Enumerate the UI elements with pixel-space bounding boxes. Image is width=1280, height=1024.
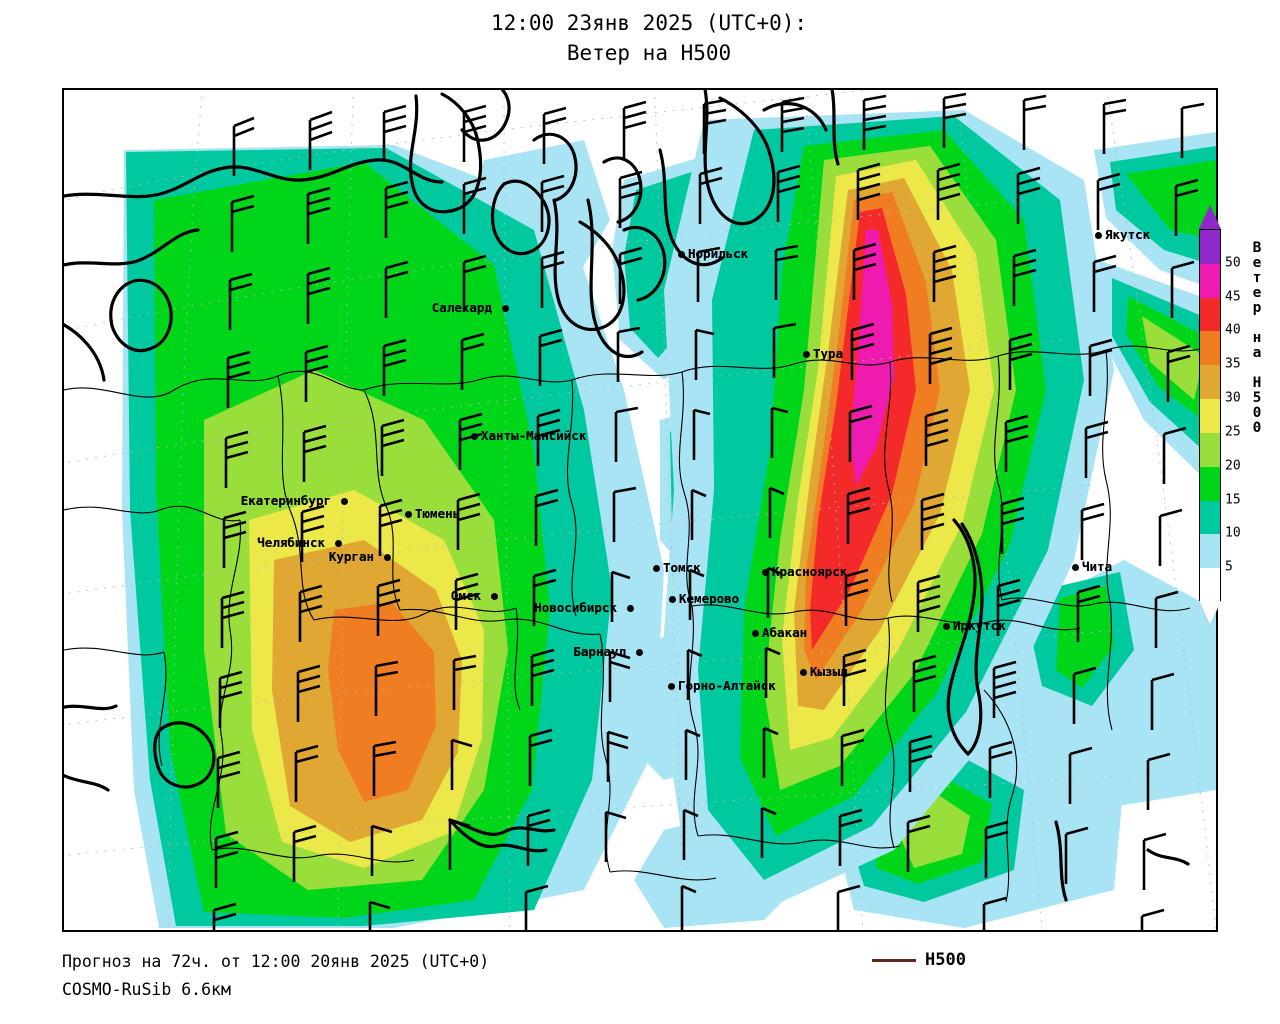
city-label: Чита	[1082, 559, 1113, 574]
map-frame[interactable]: Норильск Салехард Тура Якутск Ханты-Мансийск…	[62, 88, 1218, 932]
city-label: Абакан	[762, 625, 808, 640]
city-label: Горно-Алтайск	[678, 678, 776, 693]
colorbar-over-arrow	[1199, 205, 1221, 229]
city-dot-icon	[752, 630, 759, 637]
city-label: Челябинск	[257, 535, 325, 550]
city-label: Екатеринбург	[240, 493, 331, 508]
city-label: Омск	[450, 588, 481, 603]
city-dot-icon	[1072, 564, 1079, 571]
colorbar-tick-label: 15	[1225, 492, 1241, 508]
colorbar-band	[1200, 263, 1220, 298]
title-line-valid-time: 12:00 23янв 2025 (UTC+0):	[490, 11, 808, 35]
colorbar-tick-label: 40	[1225, 322, 1241, 338]
city-label: Ханты-Мансийск	[481, 428, 587, 443]
colorbar-band	[1200, 500, 1220, 535]
colorbar-band	[1200, 230, 1220, 264]
city-dot-icon	[627, 605, 634, 612]
city-dot-icon	[762, 569, 769, 576]
city-label: Тюмень	[415, 506, 461, 521]
title-line-variable: Ветер на H500	[566, 41, 732, 65]
colorbar-band	[1200, 466, 1220, 501]
colorbar-band	[1200, 568, 1220, 602]
city-label: Красноярск	[772, 564, 848, 579]
colorbar: 50 45 40 35 30 25 20 15 10 5	[1199, 205, 1241, 625]
city-dot-icon	[491, 593, 498, 600]
city-dot-icon	[471, 433, 478, 440]
colorbar-band	[1200, 432, 1220, 467]
city-label: Тура	[813, 346, 844, 361]
city-label: Курган	[328, 549, 374, 564]
city-dot-icon	[668, 683, 675, 690]
city-dot-icon	[1095, 232, 1102, 239]
city-dot-icon	[800, 669, 807, 676]
colorbar-band	[1200, 534, 1220, 569]
colorbar-band	[1200, 365, 1220, 400]
city-label: Кемерово	[679, 591, 740, 606]
city-label: Кызыл	[810, 664, 848, 679]
city-dot-icon	[384, 554, 391, 561]
admin-boundaries	[64, 345, 1205, 903]
colorbar-scale	[1199, 229, 1221, 602]
colorbar-axis-title: Ветер на H500	[1249, 240, 1265, 435]
city-label: Якутск	[1105, 227, 1151, 242]
colorbar-under-arrow	[1199, 601, 1221, 625]
colorbar-band	[1200, 331, 1220, 366]
h500-legend-label: H500	[925, 950, 966, 970]
colorbar-tick-label: 35	[1225, 356, 1241, 372]
city-dot-icon	[341, 498, 348, 505]
colorbar-tick-label: 10	[1225, 525, 1241, 541]
city-dot-icon	[502, 305, 509, 312]
colorbar-band	[1200, 399, 1220, 433]
colorbar-band	[1200, 297, 1220, 332]
h500-line-icon	[872, 959, 916, 962]
colorbar-tick-label: 50	[1225, 255, 1241, 271]
graticule	[64, 90, 1216, 930]
footer-model-name: COSMO-RuSib 6.6км	[62, 980, 231, 999]
city-label: Томск	[663, 560, 701, 575]
colorbar-tick-label: 45	[1225, 289, 1241, 305]
city-label: Новосибирск	[534, 600, 617, 615]
city-dot-icon	[678, 251, 685, 258]
city-label: Салехард	[431, 300, 492, 315]
city-dot-icon	[636, 649, 643, 656]
footer-legend: H500	[872, 952, 966, 969]
colorbar-tick-label: 30	[1225, 390, 1241, 406]
colorbar-tick-label: 20	[1225, 458, 1241, 474]
city-label: Барнаул	[573, 644, 626, 659]
wind-barbs	[212, 92, 1205, 930]
city-dot-icon	[943, 623, 950, 630]
city-dot-icon	[405, 511, 412, 518]
city-label: Норильск	[688, 246, 749, 261]
city-dot-icon	[669, 596, 676, 603]
colorbar-tick-label: 25	[1225, 424, 1241, 440]
city-label: Иркутск	[953, 618, 1006, 633]
page-title: 12:00 23янв 2025 (UTC+0): Ветер на H500	[0, 8, 1280, 68]
map-canvas	[64, 90, 1216, 930]
city-dot-icon	[653, 565, 660, 572]
city-dot-icon	[335, 540, 342, 547]
footer-forecast-info: Прогноз на 72ч. от 12:00 20янв 2025 (UTC…	[62, 952, 490, 971]
coastline	[64, 90, 1190, 902]
city-dot-icon	[803, 351, 810, 358]
colorbar-tick-label: 5	[1225, 559, 1233, 575]
